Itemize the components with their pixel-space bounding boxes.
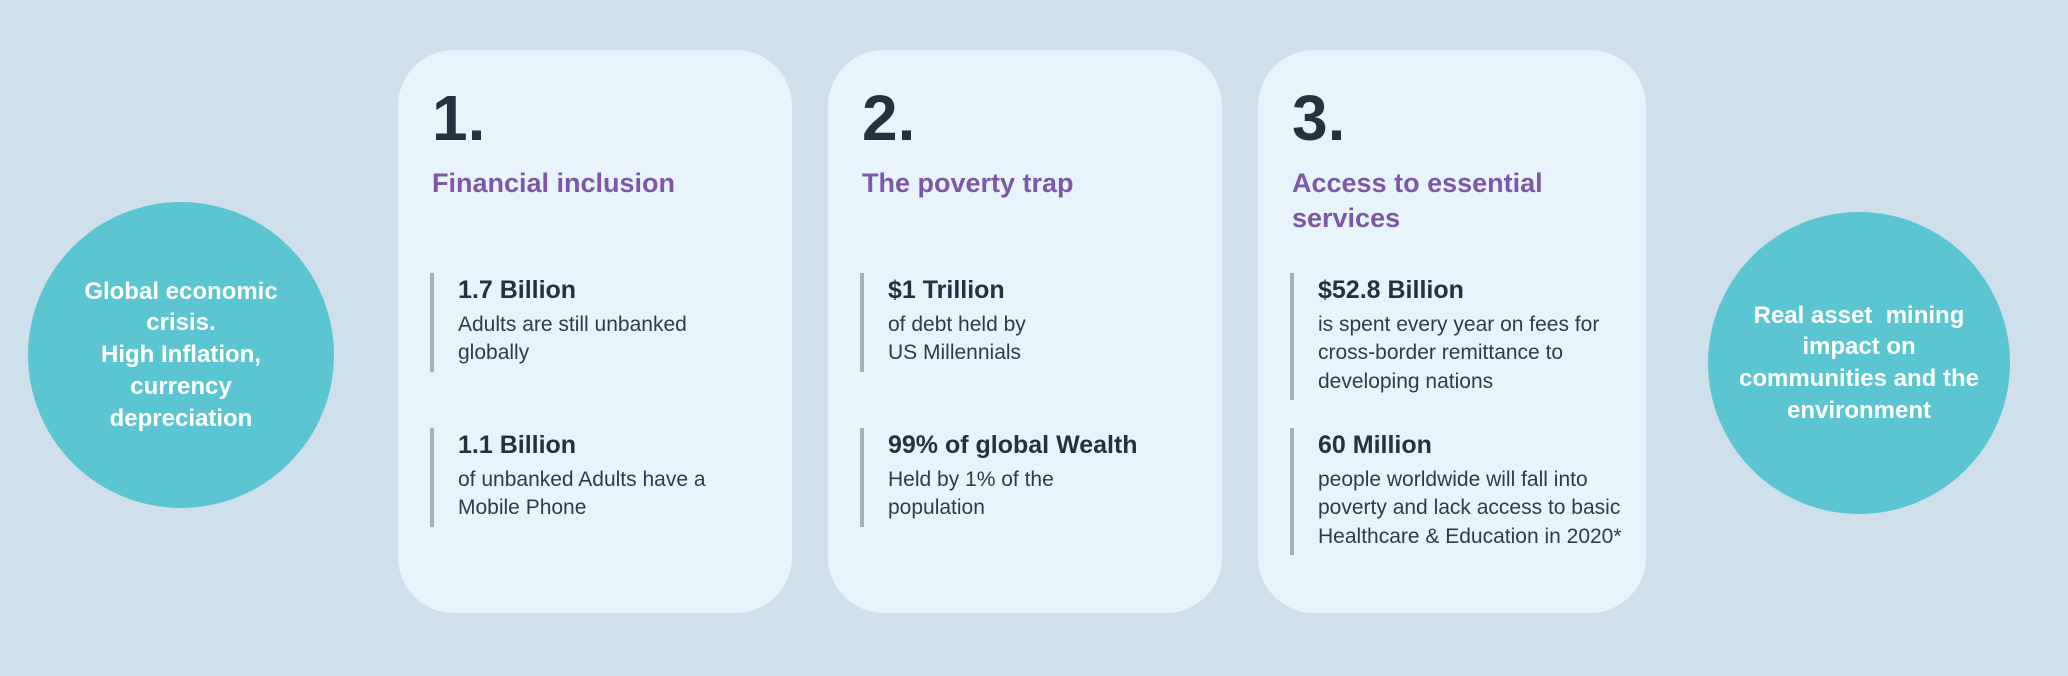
stat-description: of unbanked Adults have a Mobile Phone [458,468,706,520]
card-poverty-trap: 2. The poverty trap $1 Trillion of debt … [828,50,1222,613]
stat-value: 1.7 Billion [458,276,577,304]
stat-value: $1 Trillion [888,276,1005,304]
stat-wealth-concentration: 99% of global Wealth Held by 1% of the p… [860,428,1198,527]
stat-description: Adults are still unbanked globally [458,313,687,365]
card-number-1: 1. [432,82,486,154]
global-crisis-bubble: Global economic crisis. High Inflation, … [28,202,334,508]
stat-value: 99% of global Wealth [888,431,1138,459]
stat-description: is spent every year on fees for cross-bo… [1318,313,1600,393]
stat-unbanked-adults: 1.7 Billion Adults are still unbanked gl… [430,273,768,372]
stat-description: of debt held by US Millennials [888,313,1026,365]
global-crisis-bubble-text: Global economic crisis. High Inflation, … [84,277,278,432]
stat-value: 1.1 Billion [458,431,577,459]
card-number-3: 3. [1292,82,1346,154]
card-title-access-services: Access to essential services [1292,168,1543,234]
stat-description: Held by 1% of the population [888,468,1054,520]
stat-remittance-fees: $52.8 Billion is spent every year on fee… [1290,273,1622,400]
stat-millennial-debt: $1 Trillion of debt held by US Millennia… [860,273,1198,372]
stat-unbanked-mobile: 1.1 Billion of unbanked Adults have a Mo… [430,428,768,527]
mining-impact-bubble: Real asset mining impact on communities … [1708,212,2010,514]
stat-value: 60 Million [1318,431,1432,459]
mining-impact-bubble-text: Real asset mining impact on communities … [1738,301,1980,424]
stat-description: people worldwide will fall into poverty … [1318,468,1622,548]
card-title-financial-inclusion: Financial inclusion [432,168,676,198]
stat-value: $52.8 Billion [1318,276,1464,304]
card-title-poverty-trap: The poverty trap [862,168,1074,198]
stat-poverty-fall: 60 Million people worldwide will fall in… [1290,428,1622,555]
card-access-essential-services: 3. Access to essential services $52.8 Bi… [1258,50,1646,613]
card-number-2: 2. [862,82,916,154]
card-financial-inclusion: 1. Financial inclusion 1.7 Billion Adult… [398,50,792,613]
